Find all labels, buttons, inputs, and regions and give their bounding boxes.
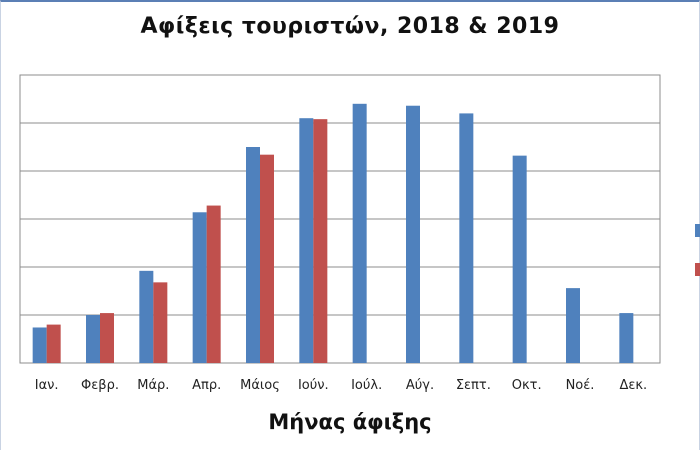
bar-series-1: [246, 147, 260, 363]
x-tick-label: Ιούν.: [298, 378, 329, 393]
x-tick-label: Μάιος: [240, 378, 280, 393]
bar-series-2: [313, 119, 328, 363]
x-tick-label: Ιαν.: [35, 378, 59, 393]
bar-series-1: [139, 270, 154, 363]
x-tick-label: Φεβρ.: [81, 378, 119, 393]
bar-series-1: [352, 103, 367, 364]
legend-swatch: [695, 263, 700, 276]
x-tick-label: Ιούλ.: [351, 378, 382, 393]
bar-series-1: [192, 212, 207, 363]
bar-series-1: [299, 118, 314, 363]
legend-swatch: [695, 224, 700, 237]
chart-title: Αφίξεις τουριστών, 2018 & 2019: [140, 14, 560, 39]
x-tick-label: Αύγ.: [406, 378, 434, 393]
x-tick-label: Οκτ.: [512, 378, 542, 393]
bar-series-2: [153, 282, 168, 363]
x-tick-label: Σεπτ.: [456, 378, 491, 393]
bar-series-1: [406, 105, 420, 363]
bar-series-1: [32, 327, 47, 363]
bar-series-2: [260, 154, 274, 363]
x-tick-label: Απρ.: [192, 378, 221, 393]
x-tick-label: Νοέ.: [566, 378, 595, 393]
bar-series-1: [459, 113, 474, 364]
bar-series-2: [206, 205, 221, 363]
x-tick-label: Δεκ.: [619, 378, 647, 393]
bar-series-1: [512, 155, 527, 363]
bar-series-1: [86, 315, 100, 363]
bar-series-1: [619, 313, 634, 363]
bar-series-2: [100, 313, 114, 363]
x-axis-title: Μήνας άφιξης: [268, 410, 432, 434]
bar-series-2: [46, 324, 61, 363]
x-tick-label: Μάρ.: [137, 378, 169, 393]
bar-series-1: [566, 288, 580, 363]
